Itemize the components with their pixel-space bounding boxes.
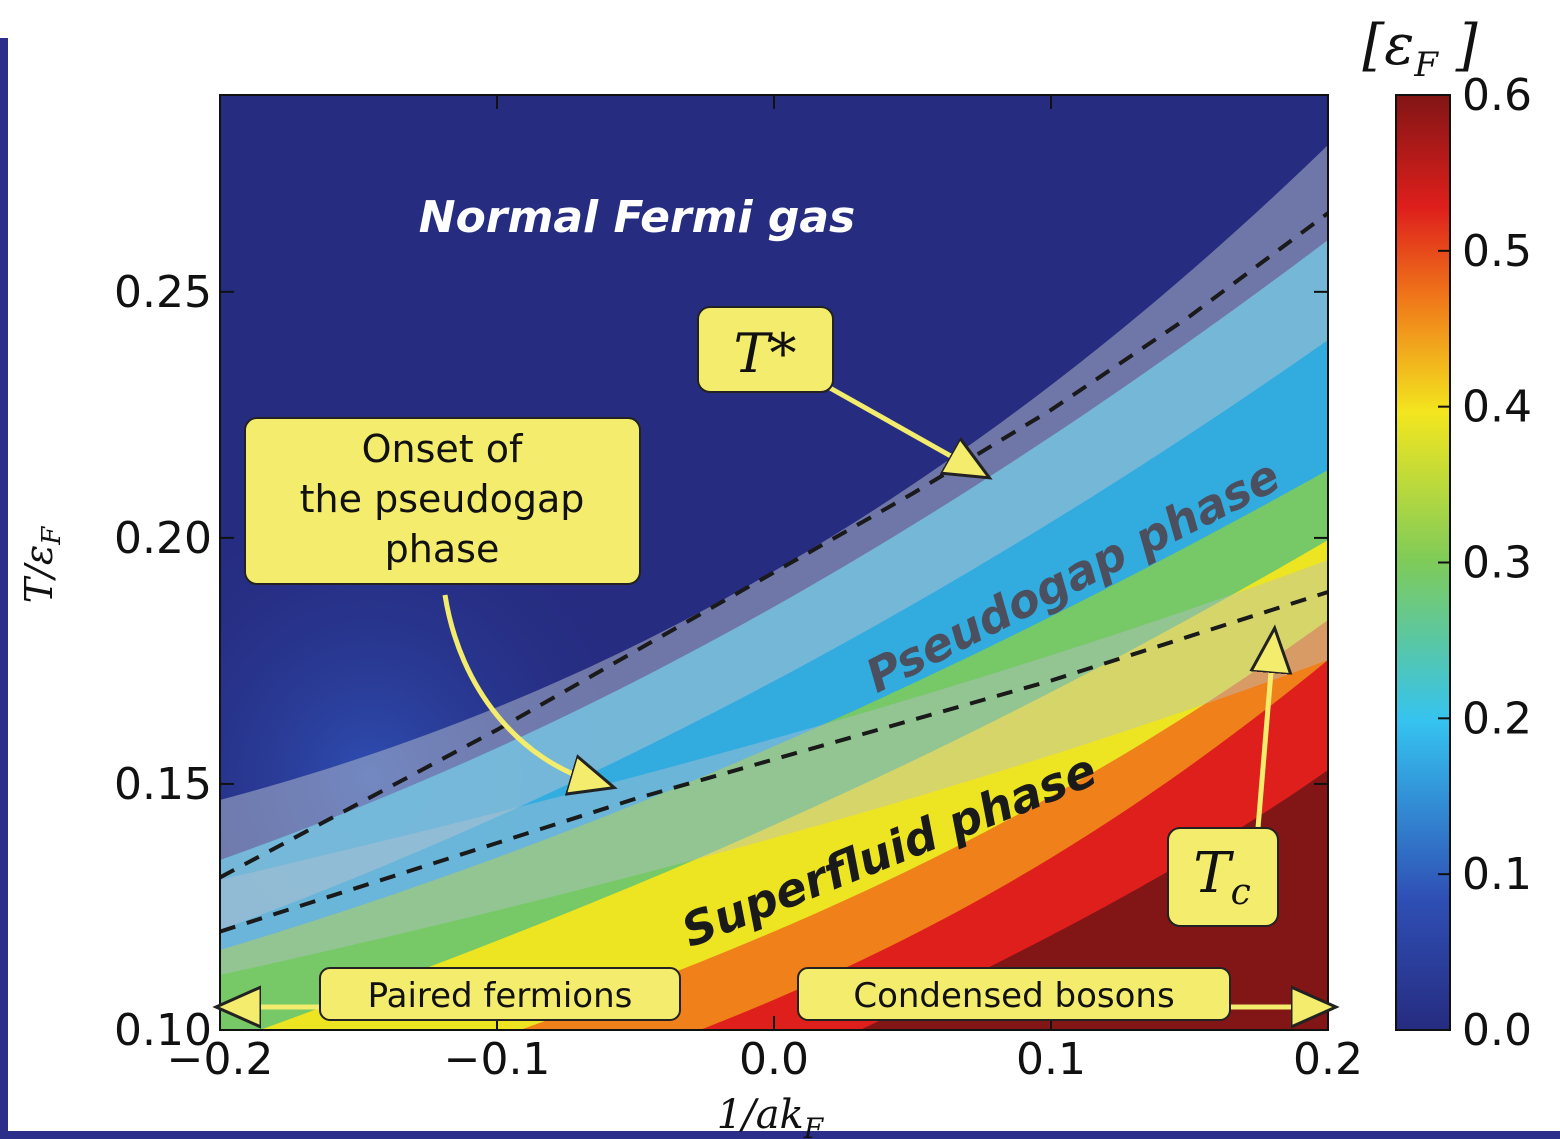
x-axis-ticks: −0.2 −0.1 0.0 0.1 0.2 bbox=[167, 95, 1363, 1085]
slide-bottom-border bbox=[0, 1131, 1560, 1139]
y-axis-label: T/εF bbox=[17, 526, 67, 604]
condensed-bosons-box bbox=[797, 967, 1231, 1021]
colorbar-label: [εF ] bbox=[1362, 13, 1477, 85]
colorbar-tick-label: 0.5 bbox=[1462, 226, 1532, 277]
tc-box bbox=[1167, 827, 1279, 927]
x-axis-label: 1/akF bbox=[717, 1092, 825, 1139]
tstar-dashed-line bbox=[220, 211, 1328, 880]
tstar-arrow bbox=[828, 385, 972, 468]
paired-fermions-label: Paired fermions bbox=[368, 976, 633, 1016]
tc-arrow bbox=[1258, 648, 1273, 829]
onset-line-2: the pseudogap bbox=[300, 477, 585, 521]
y-tick-label: 0.20 bbox=[114, 513, 212, 564]
tc-dashed-line bbox=[220, 590, 1328, 934]
x-tick-label: 0.1 bbox=[1016, 1034, 1086, 1085]
x-tick-label: −0.1 bbox=[444, 1034, 551, 1085]
onset-arrow bbox=[442, 594, 595, 782]
tstar-box-label: T* bbox=[733, 322, 796, 385]
y-axis-ticks: 0.10 0.15 0.20 0.25 bbox=[114, 267, 1328, 1056]
onset-line-1: Onset of bbox=[362, 427, 524, 471]
normal-fermi-gas-label: Normal Fermi gas bbox=[419, 192, 856, 243]
slide-left-border bbox=[0, 38, 8, 1139]
y-tick-label: 0.15 bbox=[114, 759, 212, 810]
y-tick-label: 0.10 bbox=[114, 1005, 212, 1056]
tstar-box bbox=[697, 306, 834, 393]
paired-fermions-box bbox=[319, 967, 681, 1021]
colorbar-tick-label: 0.4 bbox=[1462, 382, 1532, 433]
x-tick-label: 0.2 bbox=[1293, 1034, 1363, 1085]
colorbar-ticks: 0.0 0.1 0.2 0.3 0.4 0.5 0.6 bbox=[1438, 70, 1532, 1056]
x-tick-label: −0.2 bbox=[167, 1034, 274, 1085]
onset-box bbox=[244, 417, 641, 585]
condensed-bosons-label: Condensed bosons bbox=[853, 976, 1174, 1016]
colorbar-tick-label: 0.6 bbox=[1462, 70, 1532, 121]
colorbar-tick-label: 0.0 bbox=[1462, 1005, 1532, 1056]
colorbar-tick-label: 0.3 bbox=[1462, 538, 1532, 589]
colorbar-tick-label: 0.2 bbox=[1462, 693, 1532, 744]
onset-line-3: phase bbox=[385, 527, 500, 571]
colorbar-tick-label: 0.1 bbox=[1462, 849, 1532, 900]
x-tick-label: 0.0 bbox=[739, 1034, 809, 1085]
svg-text:T/εF: T/εF bbox=[17, 526, 67, 604]
y-tick-label: 0.25 bbox=[114, 267, 212, 318]
